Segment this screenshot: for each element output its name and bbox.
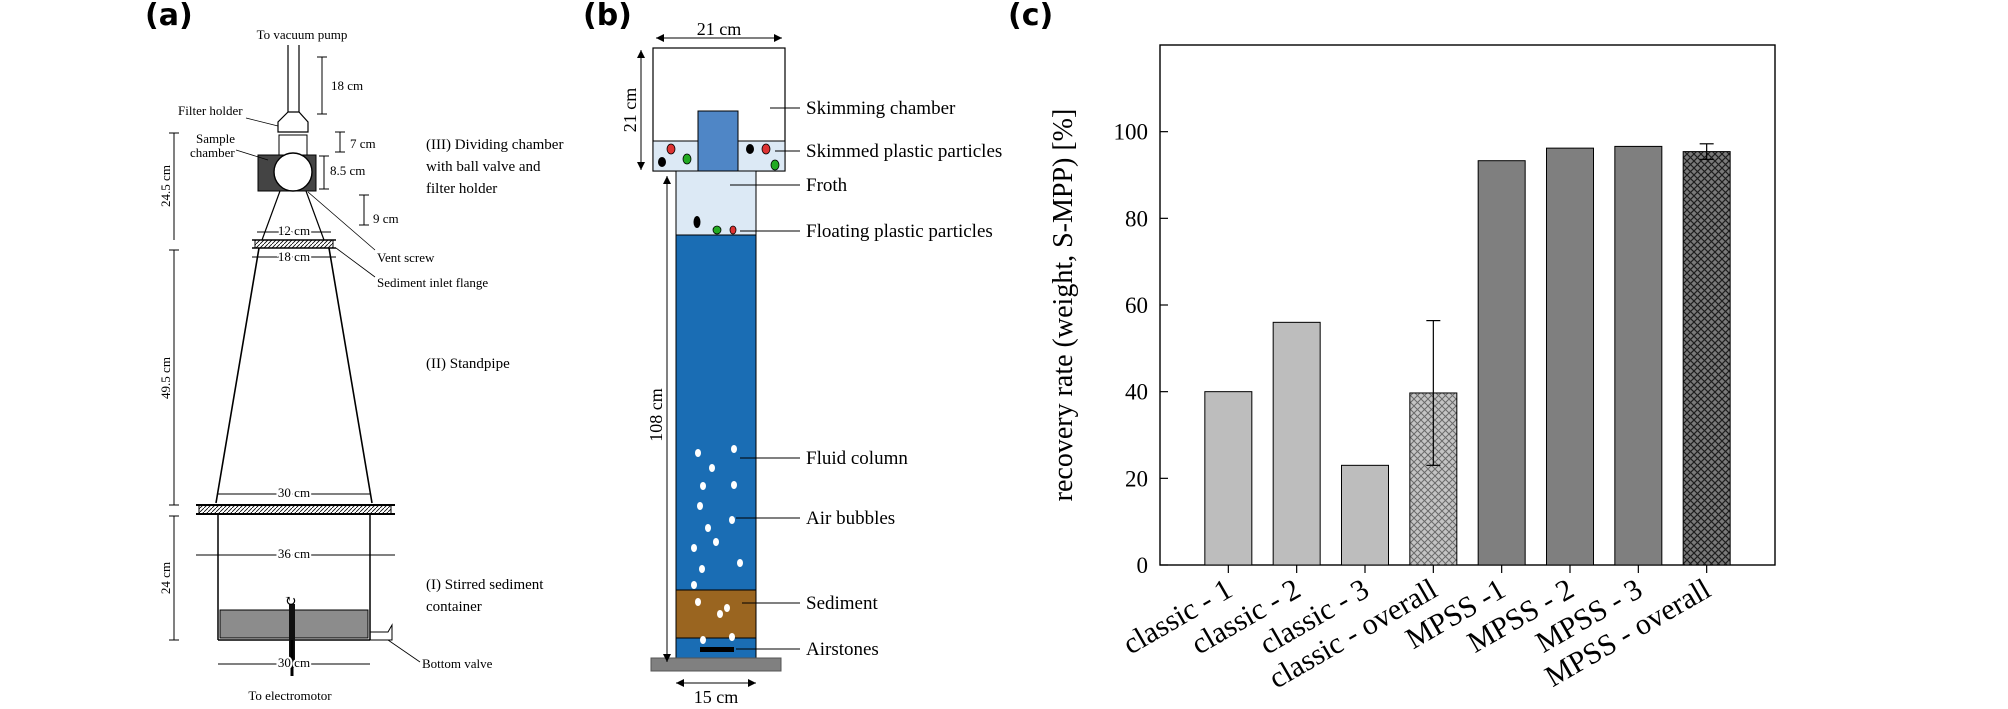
bottom-valve (370, 623, 393, 641)
dim-7: 7 cm (350, 136, 376, 151)
dim-9: 9 cm (373, 211, 399, 226)
particle-red (666, 143, 676, 155)
bar-6 (1546, 147, 1594, 566)
rotation-icon: ↻ (284, 594, 297, 610)
bar-2 (1272, 321, 1321, 566)
bottom-valve-label: Bottom valve (422, 656, 493, 671)
sample-label: Sample (196, 131, 235, 146)
bar-7 (1614, 145, 1663, 566)
panel-c-label: (c) (1008, 0, 1053, 33)
floating-particle-green (712, 225, 722, 235)
y-tick-label: 100 (1114, 120, 1149, 145)
standpipe-flange (198, 504, 392, 515)
bar-5 (1477, 160, 1526, 566)
bar-8 (1682, 151, 1731, 566)
froth (675, 170, 757, 236)
air-label: Air bubbles (806, 508, 895, 529)
floating-particle-black (693, 216, 701, 228)
particle-red (761, 143, 771, 155)
dim-36: 36 cm (278, 546, 310, 561)
y-tick-label: 60 (1125, 293, 1148, 318)
standpipe-label: (II) Standpipe (426, 356, 510, 372)
inlet-flange-label: Sediment inlet flange (377, 275, 488, 290)
floating-particle-red (729, 225, 737, 235)
froth-label: Froth (806, 175, 848, 196)
dim-30: 30 cm (278, 485, 310, 500)
dividing-label-3: filter holder (426, 181, 497, 197)
fluid-column (675, 234, 757, 591)
floating-label: Floating plastic particles (806, 221, 993, 242)
ball-valve (273, 152, 313, 192)
particle-green (770, 159, 780, 171)
panel-a-label: (a) (145, 0, 193, 33)
electromotor-label: To electromotor (248, 688, 332, 703)
stirred-label-1: (I) Stirred sediment (426, 577, 544, 593)
bars (1204, 143, 1731, 566)
filter-holder (277, 111, 309, 133)
dim-left-top: 21 cm (620, 88, 640, 133)
y-tick-label: 80 (1125, 206, 1148, 231)
dim-bottom: 15 cm (694, 687, 739, 707)
dim-top: 21 cm (697, 19, 742, 39)
airstones-label: Airstones (806, 639, 879, 660)
base-plate (650, 657, 782, 672)
to-vacuum-label: To vacuum pump (257, 27, 348, 42)
particle-black (658, 157, 666, 167)
panel-a: (a) To vacuum pump Filter holder Sample … (145, 0, 563, 703)
airstones (700, 647, 734, 652)
dim-24: 24 cm (158, 562, 173, 594)
inner-tube (697, 110, 739, 172)
y-tick-label: 20 (1125, 466, 1148, 491)
dim-24-5: 24.5 cm (158, 165, 173, 207)
dividing-label-1: (III) Dividing chamber (426, 137, 563, 153)
sediment (675, 589, 757, 639)
stirred-label-2: container (426, 599, 482, 615)
skimming-label: Skimming chamber (806, 98, 956, 119)
particle-green (682, 153, 692, 165)
dividing-label-2: with ball valve and (426, 159, 541, 175)
dim-18: 18 cm (331, 78, 363, 93)
panel-c: (c) recovery rate (weight, S-MPP) [%] 0 2… (1008, 0, 1776, 695)
y-tick-label: 40 (1125, 380, 1148, 405)
vent-screw-label: Vent screw (377, 250, 435, 265)
dim-30b: 30 cm (278, 655, 310, 670)
y-axis-label: recovery rate (weight, S-MPP) [%] (1048, 109, 1079, 502)
sediment-label: Sediment (806, 593, 878, 614)
skimmed-label: Skimmed plastic particles (806, 141, 1002, 162)
dim-8-5: 8.5 cm (330, 163, 365, 178)
bar-3 (1341, 464, 1389, 566)
chamber-label: chamber (190, 145, 235, 160)
particle-black (746, 144, 754, 154)
y-tick-label: 0 (1137, 553, 1149, 578)
air-bubbles (691, 445, 743, 644)
panel-b: (b) (583, 0, 1002, 707)
fluid-label: Fluid column (806, 448, 908, 469)
panel-b-label: (b) (583, 0, 632, 33)
dim-49-5: 49.5 cm (158, 357, 173, 399)
y-axis: 0 20 40 60 80 100 (1114, 120, 1168, 578)
dim-height: 108 cm (646, 388, 666, 442)
dim-12: 12 cm (278, 223, 310, 238)
sediment-inlet-flange (254, 239, 334, 249)
standpipe (215, 247, 260, 504)
filter-holder-label: Filter holder (178, 103, 243, 118)
bar-1 (1204, 391, 1253, 566)
dim-18b: 18 cm (278, 249, 310, 264)
